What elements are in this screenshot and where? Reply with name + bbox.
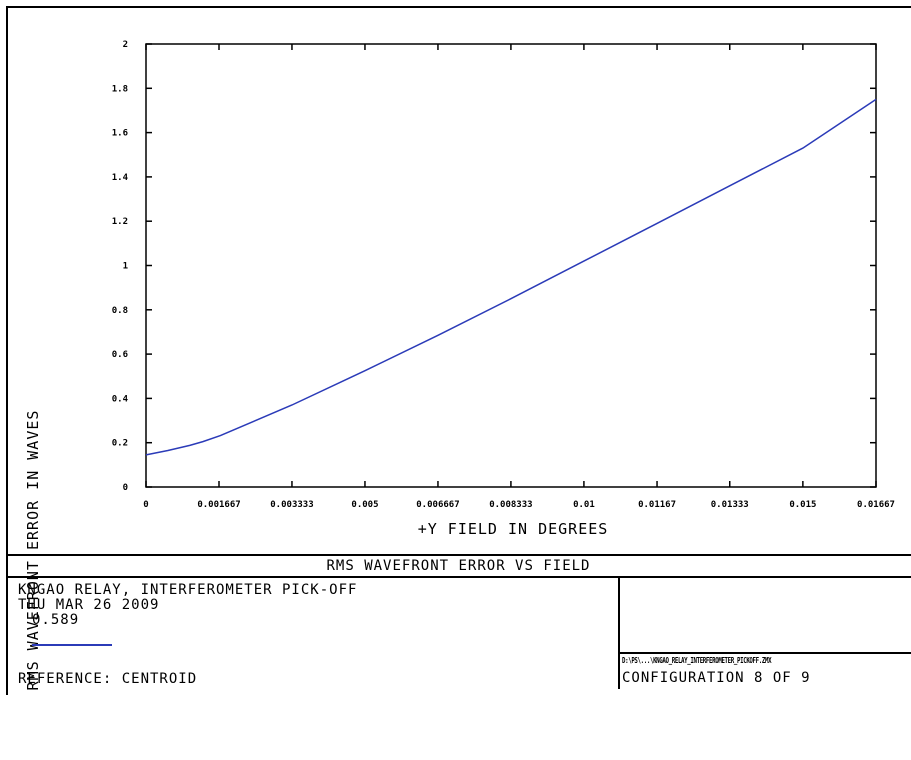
lens-title: KNGAO RELAY, INTERFEROMETER PICK-OFF [18, 582, 358, 598]
y-tick-label: 1 [123, 262, 128, 272]
file-path: D:\PS\...\KNGAO_RELAY_INTERFEROMETER_PIC… [622, 656, 772, 665]
divider-title [6, 576, 911, 578]
y-tick-label: 0.2 [112, 439, 128, 449]
y-tick-label: 1.2 [112, 217, 128, 227]
x-tick-label: 0.01333 [711, 500, 749, 510]
x-tick-label: 0.01 [573, 500, 595, 510]
legend-value: 0.589 [32, 612, 80, 628]
y-tick-label: 0.6 [112, 350, 128, 360]
y-tick-label: 0.8 [112, 306, 128, 316]
x-tick-label: 0.01667 [857, 500, 895, 510]
y-tick-label: 0 [123, 483, 128, 493]
x-tick-label: 0.001667 [197, 500, 240, 510]
y-tick-label: 1.6 [112, 129, 128, 139]
divider-top [6, 554, 911, 556]
divider-vertical [618, 578, 620, 689]
y-tick-label: 2 [123, 40, 128, 50]
reference-text: REFERENCE: CENTROID [18, 671, 198, 687]
configuration-text: CONFIGURATION 8 OF 9 [622, 670, 811, 686]
x-axis-label: +Y FIELD IN DEGREES [417, 520, 609, 538]
chart-title: RMS WAVEFRONT ERROR VS FIELD [326, 558, 591, 574]
chart: 0 0.001667 0.003333 0.005 0.006667 0.008333 0.… [112, 40, 895, 510]
x-tick-label: 0.01167 [638, 500, 676, 510]
x-tick-label: 0 [143, 500, 148, 510]
x-tick-label: 0.006667 [416, 500, 459, 510]
plot-frame [6, 6, 911, 695]
series-line [145, 98, 877, 456]
y-tick-label: 1.8 [112, 84, 128, 94]
y-tick-label: 1.4 [112, 173, 129, 183]
x-tick-label: 0.015 [789, 500, 816, 510]
x-tick-label: 0.003333 [270, 500, 313, 510]
x-tick-label: 0.005 [351, 500, 378, 510]
date-text: THU MAR 26 2009 [18, 597, 160, 613]
y-axis-label: RMS WAVEFRONT ERROR IN WAVES [24, 409, 42, 691]
legend-line [32, 644, 112, 646]
y-tick-label: 0.4 [112, 394, 129, 404]
x-tick-label: 0.008333 [489, 500, 532, 510]
divider-config [618, 652, 911, 654]
